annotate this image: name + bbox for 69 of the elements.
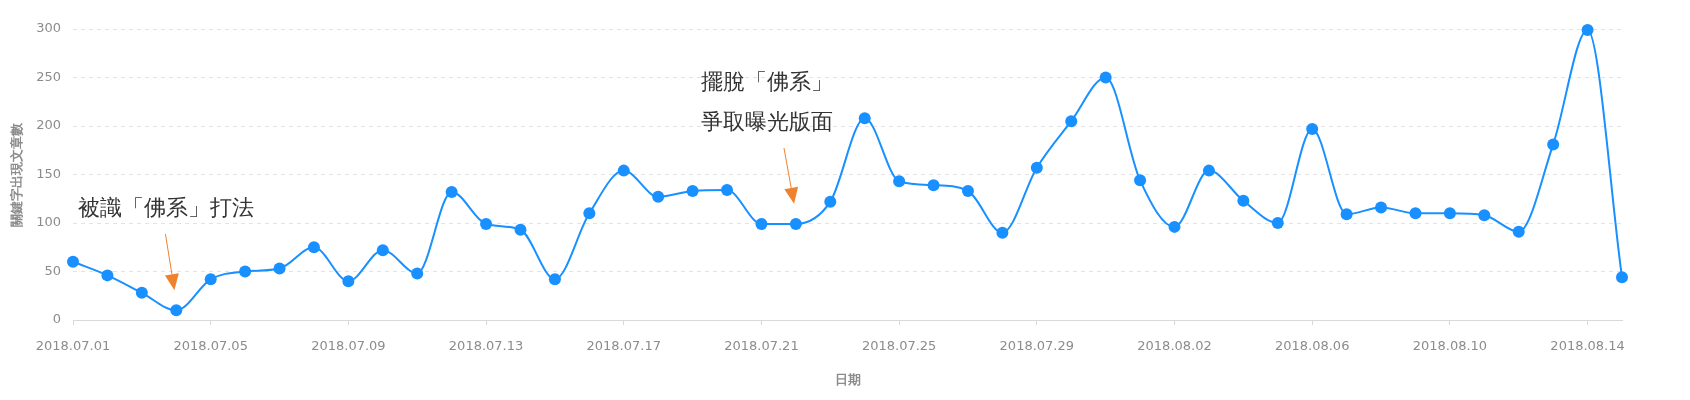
- point: [617, 164, 630, 177]
- point: [789, 217, 802, 230]
- point: [1237, 194, 1250, 207]
- point: [445, 185, 458, 198]
- x-tick-label: 2018.07.25: [861, 338, 937, 354]
- point: [996, 226, 1009, 239]
- point: [1409, 207, 1422, 220]
- point: [135, 286, 148, 299]
- x-tick-label: 2018.07.13: [448, 338, 524, 354]
- point: [1030, 161, 1043, 174]
- point: [686, 184, 699, 197]
- x-tick-label: 2018.07.05: [173, 338, 248, 354]
- x-tick-label: 2018.07.21: [724, 338, 799, 354]
- y-tick-label: 250: [36, 68, 61, 84]
- point: [1512, 225, 1525, 238]
- x-tick-label: 2018.08.02: [1137, 338, 1212, 354]
- y-tick-label: 200: [36, 117, 61, 133]
- point: [1099, 71, 1112, 84]
- point: [239, 265, 252, 278]
- x-tick-label: 2018.08.14: [1550, 338, 1625, 354]
- point: [204, 273, 217, 286]
- point: [548, 273, 561, 286]
- point: [927, 179, 940, 192]
- point: [67, 255, 79, 268]
- point: [1581, 23, 1594, 36]
- point: [961, 184, 974, 197]
- annotation: 被識「佛系」打法: [77, 194, 254, 220]
- point: [583, 207, 596, 220]
- point: [1271, 217, 1284, 229]
- point: [858, 112, 871, 125]
- point: [652, 190, 665, 203]
- point: [1616, 271, 1628, 284]
- x-tick-label: 2018.07.29: [999, 338, 1075, 354]
- point: [273, 262, 286, 275]
- point: [411, 267, 424, 280]
- point: [1202, 164, 1215, 177]
- point: [376, 244, 389, 257]
- point: [1134, 174, 1147, 187]
- point: [342, 275, 355, 288]
- y-tick-label: 0: [52, 311, 61, 327]
- point: [170, 304, 183, 317]
- point: [824, 195, 837, 208]
- point: [307, 241, 320, 254]
- y-tick-label: 50: [44, 262, 61, 278]
- x-tick-label: 2018.08.10: [1412, 338, 1488, 354]
- annotation: 擺脫「佛系」爭取曝光版面: [700, 68, 833, 134]
- point: [755, 217, 768, 230]
- point: [1340, 208, 1353, 221]
- x-tick-label: 2018.07.09: [311, 338, 386, 354]
- point: [893, 175, 906, 188]
- point: [1443, 207, 1456, 220]
- point: [1375, 201, 1388, 214]
- point: [514, 223, 527, 236]
- y-tick-label: 150: [36, 165, 61, 181]
- point: [1478, 209, 1491, 222]
- x-tick-label: 2018.08.06: [1274, 338, 1350, 354]
- point: [1168, 220, 1181, 233]
- y-axis-title: 關鍵字出現文章數: [9, 121, 25, 227]
- point: [1306, 122, 1319, 135]
- x-tick-label: 2018.07.17: [586, 338, 661, 354]
- point: [1547, 138, 1560, 151]
- y-tick-label: 300: [36, 20, 61, 36]
- point: [1065, 115, 1078, 128]
- x-tick-label: 2018.07.01: [35, 338, 111, 354]
- y-tick-label: 100: [36, 214, 61, 230]
- point: [721, 184, 734, 197]
- point: [480, 217, 493, 230]
- point: [101, 269, 114, 282]
- x-axis-title: 日期: [834, 371, 861, 387]
